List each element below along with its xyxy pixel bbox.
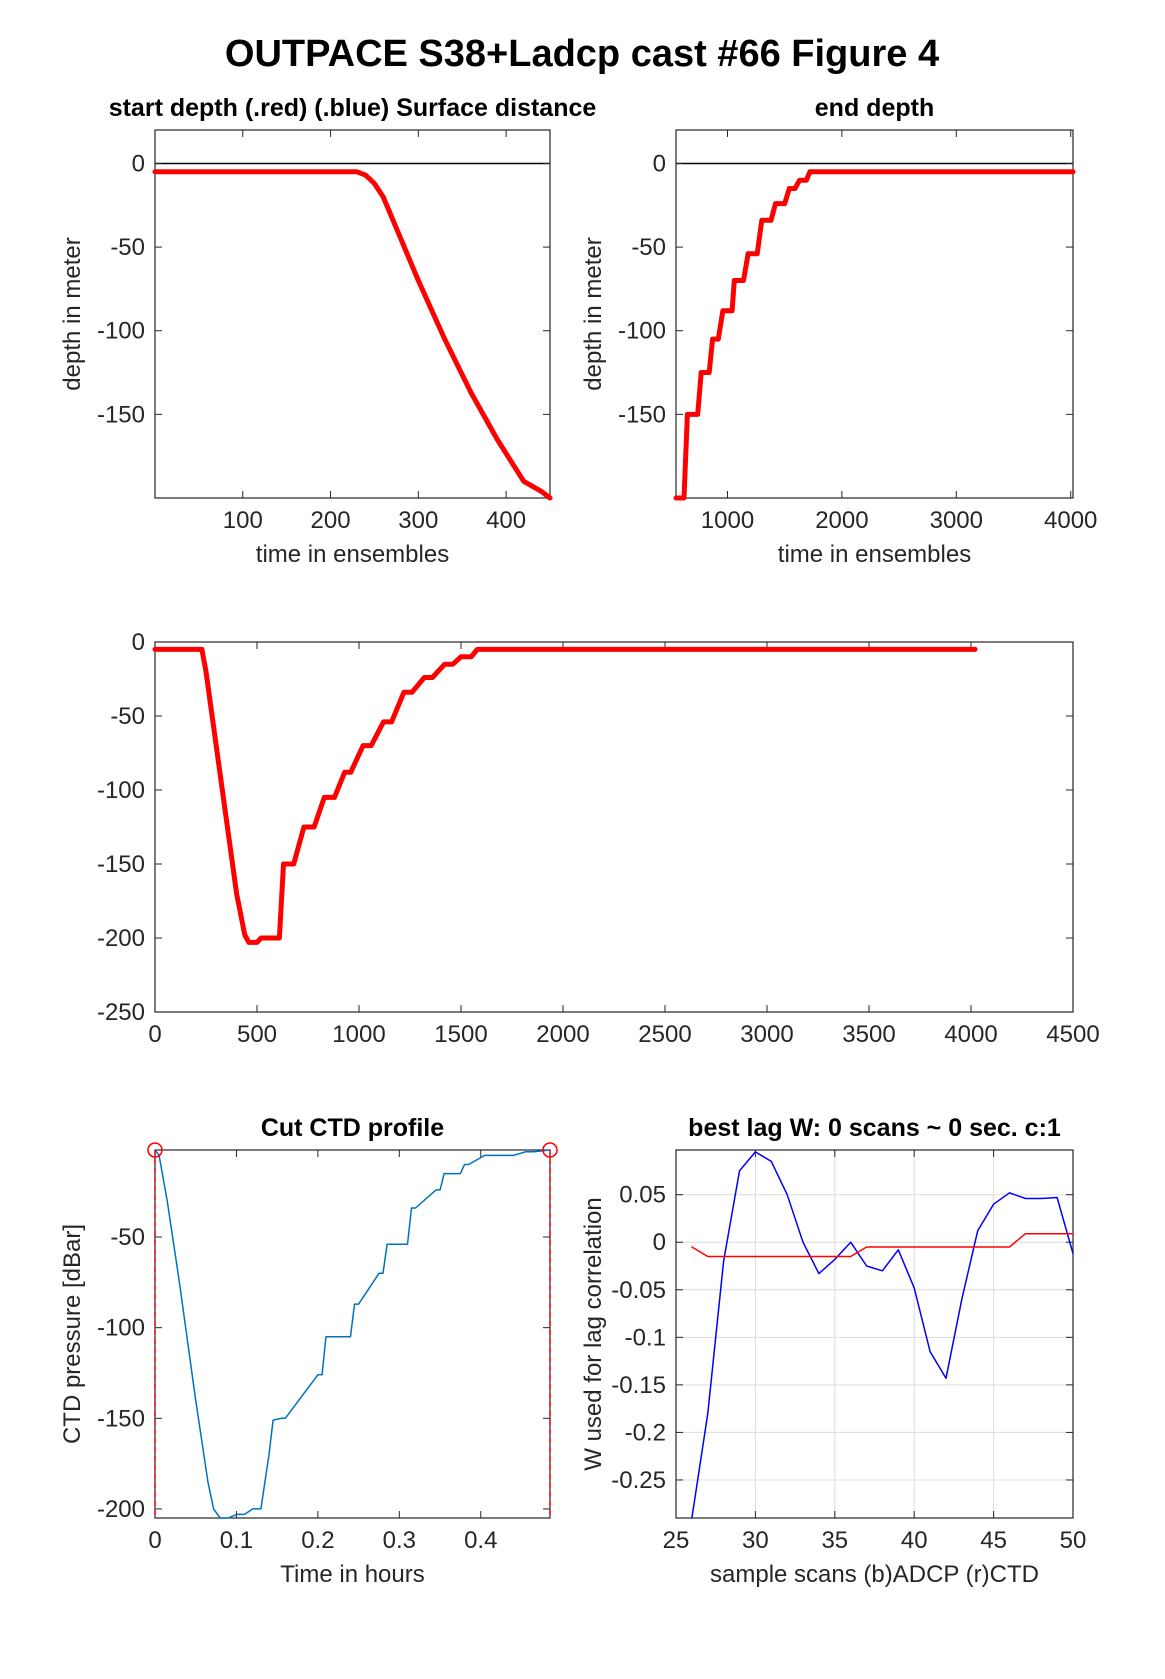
x-axis-label: time in ensembles <box>778 541 971 568</box>
figure-title: OUTPACE S38+Ladcp cast #66 Figure 4 <box>225 33 939 75</box>
y-tick-label: -150 <box>97 1405 145 1432</box>
y-tick-label: -50 <box>110 1224 145 1251</box>
x-tick-label: 40 <box>901 1527 928 1554</box>
x-axis-label: time in ensembles <box>256 541 449 568</box>
panel-title: start depth (.red) (.blue) Surface dista… <box>109 94 597 122</box>
x-tick-label: 1500 <box>434 1021 487 1048</box>
y-axis-label: CTD pressure [dBar] <box>59 1224 86 1444</box>
y-tick-label: 0 <box>132 629 145 656</box>
y-tick-label: 0 <box>653 1229 666 1256</box>
axes-box <box>154 129 551 499</box>
y-tick-label: -200 <box>97 1496 145 1523</box>
y-tick-label: -100 <box>97 777 145 804</box>
panel-end-depth: 1000 2000 3000 4000 0 -50 -100 -150 end depth tim… <box>580 94 1097 568</box>
x-tick-label: 200 <box>311 507 351 534</box>
x-tick-label: 0.1 <box>220 1527 253 1554</box>
cut-endpoint-marker <box>542 1142 558 1158</box>
x-tick-label: 2500 <box>638 1021 691 1048</box>
x-tick-label: 500 <box>237 1021 277 1048</box>
series-line-0 <box>152 169 553 501</box>
x-tick-label: 4000 <box>944 1021 997 1048</box>
y-tick-label: -150 <box>97 401 145 428</box>
x-tick-label: 25 <box>663 1527 690 1554</box>
y-tick-label: 0 <box>132 150 145 177</box>
x-tick-label: 0 <box>148 1527 161 1554</box>
y-tick-label: -0.1 <box>625 1324 666 1351</box>
x-axis-label: Time in hours <box>280 1561 425 1588</box>
x-tick-label: 0.3 <box>383 1527 416 1554</box>
x-tick-label: 400 <box>486 507 526 534</box>
x-tick-label: 30 <box>742 1527 769 1554</box>
x-tick-label: 2000 <box>536 1021 589 1048</box>
x-tick-label: 50 <box>1060 1527 1087 1554</box>
y-tick-label: -0.15 <box>611 1372 666 1399</box>
y-tick-label: -200 <box>97 925 145 952</box>
y-tick-label: 0.05 <box>619 1182 666 1209</box>
x-tick-label: 3000 <box>930 507 983 534</box>
y-tick-label: -150 <box>97 851 145 878</box>
y-axis-label: depth in meter <box>59 237 86 390</box>
x-tick-label: 0.2 <box>301 1527 334 1554</box>
panel-title: best lag W: 0 scans ~ 0 sec. c:1 <box>688 1114 1061 1142</box>
y-tick-label: -150 <box>618 401 666 428</box>
y-tick-label: 0 <box>653 150 666 177</box>
x-tick-label: 100 <box>223 507 263 534</box>
y-tick-label: -0.25 <box>611 1467 666 1494</box>
x-tick-label: 0.4 <box>464 1527 497 1554</box>
y-tick-label: -0.05 <box>611 1277 666 1304</box>
y-tick-label: -50 <box>110 234 145 261</box>
x-tick-label: 300 <box>398 507 438 534</box>
y-tick-label: -100 <box>97 1315 145 1342</box>
x-tick-label: 3500 <box>842 1021 895 1048</box>
x-tick-label: 35 <box>821 1527 848 1554</box>
panel-title: Cut CTD profile <box>261 1114 444 1142</box>
series-line-0 <box>673 169 1076 501</box>
x-axis-label: sample scans (b)ADCP (r)CTD <box>710 1561 1039 1588</box>
x-tick-label: 45 <box>980 1527 1007 1554</box>
y-tick-label: -100 <box>618 318 666 345</box>
x-tick-label: 0 <box>148 1021 161 1048</box>
axes-box <box>675 129 1074 499</box>
series-line-0 <box>152 646 978 945</box>
y-tick-label: -50 <box>631 234 666 261</box>
y-tick-label: -250 <box>97 999 145 1026</box>
y-tick-label: -50 <box>110 703 145 730</box>
axes-box <box>154 641 1074 1013</box>
series-line-0 <box>154 1149 551 1519</box>
x-tick-label: 4000 <box>1044 507 1097 534</box>
panel-start-depth: 100 200 300 400 0 -50 -100 -150 start depth (.re… <box>59 94 596 568</box>
series-line-1 <box>691 1232 1074 1258</box>
x-tick-label: 3000 <box>740 1021 793 1048</box>
x-tick-label: 4500 <box>1046 1021 1099 1048</box>
axes-box <box>675 1149 1074 1519</box>
panel-full-depth: 0 500 1000 1500 2000 2500 3000 3500 4000 4500 0 -50… <box>97 629 1100 1048</box>
y-tick-label: -100 <box>97 318 145 345</box>
x-tick-label: 1000 <box>701 507 754 534</box>
panel-best-lag: 25 30 35 40 45 50 0.05 0 -0.05 -0.1 -0.15 -0.2 -0.25… <box>580 1114 1086 1588</box>
y-axis-label: depth in meter <box>580 237 607 390</box>
x-tick-label: 1000 <box>332 1021 385 1048</box>
axes-box <box>154 1149 551 1519</box>
series-line-0 <box>691 1151 1074 1519</box>
cut-endpoint-marker <box>147 1142 163 1158</box>
y-axis-label: W used for lag correlation <box>580 1197 607 1470</box>
panel-cut-ctd-profile: 0 0.1 0.2 0.3 0.4 -50 -100 -150 -200 Cut CTD prof… <box>59 1114 558 1588</box>
panel-title: end depth <box>815 94 934 122</box>
x-tick-label: 2000 <box>815 507 868 534</box>
y-tick-label: -0.2 <box>625 1419 666 1446</box>
